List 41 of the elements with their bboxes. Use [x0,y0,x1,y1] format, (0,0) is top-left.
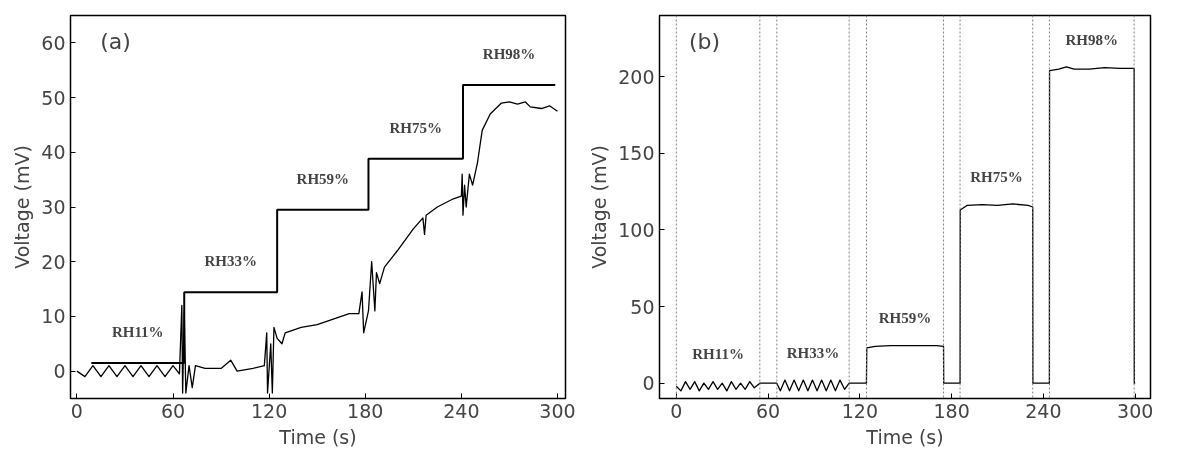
y-tick-label: 50 [41,86,66,109]
x-tick-label: 180 [933,399,970,422]
y-tick-label: 30 [41,196,66,218]
x-tick-label: 120 [251,399,288,422]
y-axis-title: Voltage (mV) [11,145,34,269]
y-tick-label: 0 [642,372,655,395]
annotation: RH98% [1065,31,1119,48]
y-axis-title: Voltage (mV) [588,145,611,269]
annotation: (a) [100,28,131,54]
x-tick-label: 240 [443,399,480,422]
y-tick-label: 20 [41,250,66,273]
annotation: RH59% [878,310,932,327]
y-tick-label: 50 [630,295,655,318]
x-tick-label: 300 [539,399,576,422]
x-tick-label: 0 [70,399,83,422]
annotation: RH98% [482,46,536,63]
y-tick-label: 60 [41,31,66,54]
x-tick-label: 120 [841,399,879,422]
x-tick-label: 300 [1117,399,1154,422]
annotation: RH75% [389,119,442,136]
x-axis-title: Time (s) [278,425,357,448]
annotation: RH11% [692,346,744,363]
y-tick-label: 100 [618,218,655,241]
x-axis-title: Time (s) [865,425,944,448]
x-tick-label: 60 [160,399,186,422]
y-tick-label: 0 [53,360,66,383]
annotation: RH75% [970,168,1023,185]
line-series [675,66,1136,392]
y-tick-label: 40 [41,141,66,164]
annotation: RH11% [111,323,164,340]
x-tick-label: 60 [756,399,781,422]
annotation: RH33% [204,253,257,270]
x-tick-label: 180 [347,399,384,422]
x-tick-label: 240 [1025,399,1062,422]
y-tick-label: 150 [618,142,655,165]
annotation: (b) [688,28,721,54]
annotation: RH33% [786,344,840,361]
x-tick-label: 0 [670,399,683,422]
annotation: RH59% [296,170,350,187]
y-tick-label: 200 [618,65,655,88]
y-tick-label: 10 [41,305,66,328]
